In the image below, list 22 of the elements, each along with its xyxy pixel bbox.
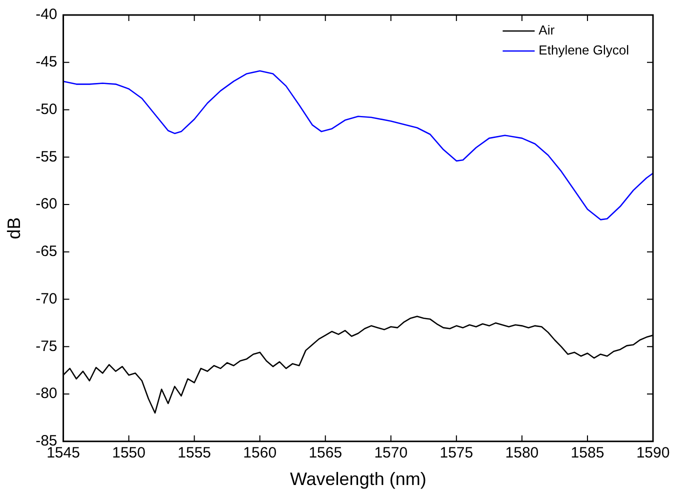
y-tick-label: -45 xyxy=(36,54,58,71)
legend-label: Air xyxy=(538,22,556,38)
x-tick-label: 1555 xyxy=(178,444,212,462)
x-tick-label: 1585 xyxy=(570,444,604,462)
y-axis-title: dB xyxy=(4,217,24,240)
x-tick-label: 1575 xyxy=(440,444,474,462)
x-tick-label: 1570 xyxy=(374,444,408,462)
y-tick-label: -65 xyxy=(36,243,58,260)
x-tick-label: 1560 xyxy=(243,444,277,462)
y-tick-label: -50 xyxy=(36,100,58,118)
y-tick-label: -75 xyxy=(36,338,58,355)
y-tick-label: -80 xyxy=(36,385,58,402)
x-tick-label: 1550 xyxy=(112,444,146,462)
x-tick-label: 1590 xyxy=(636,444,670,462)
x-tick-label: 1580 xyxy=(505,444,539,462)
y-tick-label: -60 xyxy=(36,196,58,213)
x-tick-label: 1565 xyxy=(308,444,342,462)
y-tick-label: -55 xyxy=(36,148,58,166)
x-axis-title: Wavelength (nm) xyxy=(290,469,426,490)
y-tick-label: -40 xyxy=(36,6,58,24)
y-tick-label: -70 xyxy=(36,290,58,308)
legend-label: Ethylene Glycol xyxy=(538,42,630,58)
